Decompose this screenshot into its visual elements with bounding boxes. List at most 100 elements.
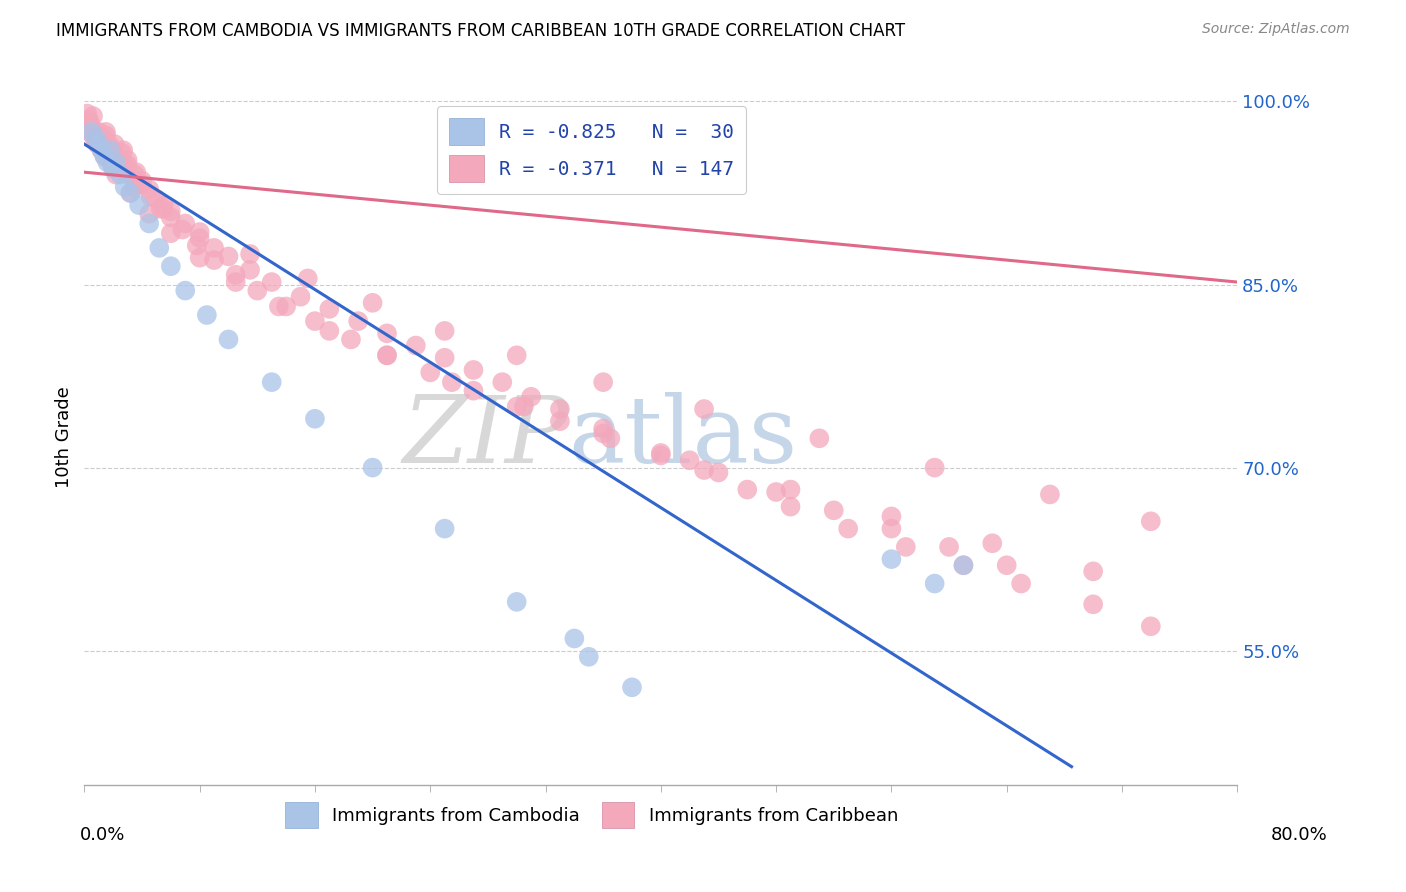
Point	[318, 324, 340, 338]
Point	[152, 198, 174, 212]
Point	[96, 155, 118, 169]
Point	[79, 116, 101, 130]
Point	[103, 161, 124, 176]
Point	[186, 238, 208, 252]
Point	[506, 400, 529, 414]
Point	[239, 247, 262, 261]
Point	[361, 460, 384, 475]
Point	[225, 275, 247, 289]
Point	[823, 503, 845, 517]
Point	[172, 222, 194, 236]
Point	[80, 121, 103, 136]
Point	[86, 133, 108, 147]
Point	[174, 217, 197, 231]
Point	[108, 153, 131, 167]
Point	[304, 411, 326, 425]
Point	[121, 170, 143, 185]
Point	[1140, 514, 1163, 528]
Point	[880, 509, 903, 524]
Point	[297, 271, 319, 285]
Point	[84, 131, 107, 145]
Point	[952, 558, 974, 573]
Point	[90, 143, 112, 157]
Point	[520, 390, 543, 404]
Point	[260, 375, 283, 389]
Point	[938, 540, 960, 554]
Point	[239, 263, 262, 277]
Text: atlas: atlas	[568, 392, 797, 482]
Point	[375, 348, 398, 362]
Point	[693, 402, 716, 417]
Point	[90, 141, 112, 155]
Point	[97, 137, 120, 152]
Point	[105, 155, 128, 169]
Point	[592, 421, 614, 435]
Point	[765, 485, 787, 500]
Point	[148, 241, 170, 255]
Point	[131, 178, 153, 192]
Point	[837, 522, 859, 536]
Point	[737, 483, 759, 497]
Point	[924, 460, 946, 475]
Point	[84, 128, 107, 143]
Point	[94, 125, 117, 139]
Point	[110, 168, 132, 182]
Point	[152, 202, 174, 216]
Point	[440, 375, 463, 389]
Point	[87, 125, 110, 139]
Point	[405, 338, 427, 352]
Legend: Immigrants from Cambodia, Immigrants from Caribbean: Immigrants from Cambodia, Immigrants fro…	[278, 795, 905, 835]
Point	[80, 121, 103, 136]
Point	[108, 161, 131, 176]
Point	[125, 165, 148, 179]
Point	[91, 131, 114, 145]
Point	[347, 314, 370, 328]
Point	[139, 189, 162, 203]
Point	[463, 363, 485, 377]
Point	[225, 268, 247, 282]
Point	[98, 143, 121, 157]
Point	[90, 143, 112, 157]
Point	[86, 137, 108, 152]
Point	[375, 348, 398, 362]
Point	[195, 308, 218, 322]
Point	[304, 314, 326, 328]
Point	[149, 202, 172, 216]
Point	[111, 145, 134, 160]
Point	[433, 522, 456, 536]
Point	[548, 414, 571, 428]
Point	[160, 226, 183, 240]
Point	[290, 290, 312, 304]
Point	[1039, 487, 1062, 501]
Text: IMMIGRANTS FROM CAMBODIA VS IMMIGRANTS FROM CARIBBEAN 10TH GRADE CORRELATION CHA: IMMIGRANTS FROM CAMBODIA VS IMMIGRANTS F…	[56, 22, 905, 40]
Point	[599, 431, 621, 445]
Point	[506, 348, 529, 362]
Point	[124, 179, 146, 194]
Point	[463, 384, 485, 398]
Point	[548, 402, 571, 417]
Text: Source: ZipAtlas.com: Source: ZipAtlas.com	[1202, 22, 1350, 37]
Point	[96, 149, 118, 163]
Point	[1083, 565, 1105, 579]
Point	[100, 158, 122, 172]
Point	[267, 300, 290, 314]
Point	[138, 217, 160, 231]
Point	[117, 153, 139, 167]
Text: ZIP: ZIP	[402, 392, 568, 482]
Point	[218, 249, 240, 263]
Point	[160, 211, 183, 225]
Point	[98, 145, 121, 160]
Point	[112, 143, 135, 157]
Point	[98, 145, 121, 160]
Point	[202, 241, 225, 255]
Point	[564, 632, 586, 646]
Point	[952, 558, 974, 573]
Point	[120, 186, 142, 200]
Point	[779, 483, 801, 497]
Point	[103, 158, 124, 172]
Point	[138, 182, 160, 196]
Point	[578, 649, 600, 664]
Point	[276, 300, 298, 314]
Point	[592, 426, 614, 441]
Point	[174, 284, 197, 298]
